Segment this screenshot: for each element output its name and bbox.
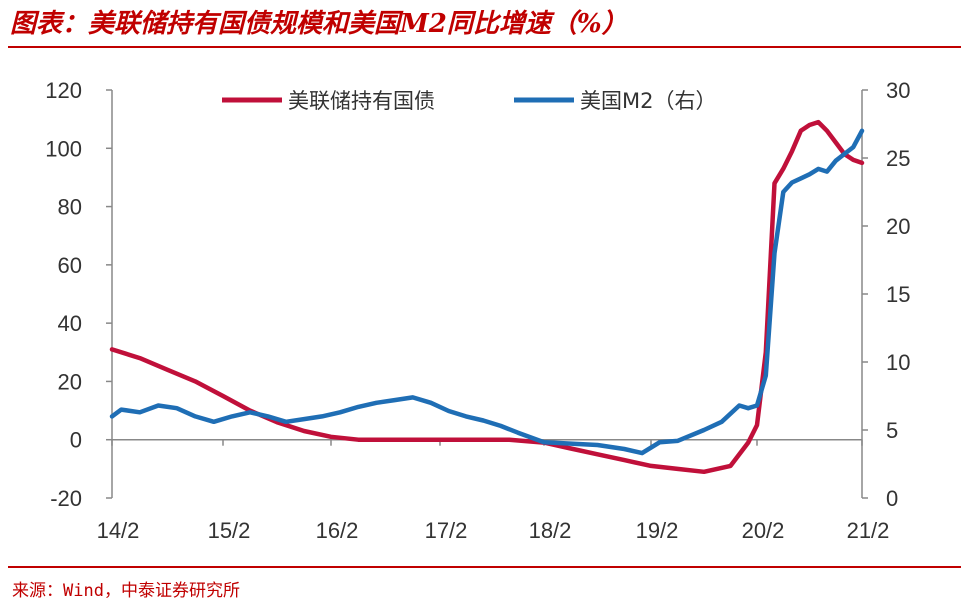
right-tick-label: 15	[886, 282, 910, 307]
right-tick-label: 20	[886, 214, 910, 239]
source-note: 来源：Wind，中泰证券研究所	[12, 581, 240, 601]
left-tick-label: 60	[58, 253, 82, 278]
left-tick-label: 0	[70, 428, 82, 453]
x-tick-label: 19/2	[636, 518, 679, 543]
x-tick-label: 18/2	[529, 518, 572, 543]
chart-title: 图表：美联储持有国债规模和美国M2同比增速（%）	[10, 9, 628, 39]
left-tick-label: 100	[45, 136, 82, 161]
left-tick-label: -20	[50, 486, 82, 511]
x-tick-label: 21/2	[847, 518, 890, 543]
x-tick-label: 20/2	[742, 518, 785, 543]
left-tick-label: 80	[58, 195, 82, 220]
footer-divider	[8, 566, 961, 568]
series-line-us-m2	[109, 128, 865, 456]
x-tick-label: 15/2	[208, 518, 251, 543]
x-tick-label: 16/2	[316, 518, 359, 543]
title-divider	[8, 46, 961, 48]
right-tick-label: 0	[886, 486, 898, 511]
legend-label: 美联储持有国债	[288, 89, 435, 113]
left-tick-label: 120	[45, 78, 82, 103]
right-tick-label: 5	[886, 418, 898, 443]
legend-label: 美国M2（右）	[580, 89, 716, 113]
series-line-fed-treasuries	[109, 119, 865, 475]
right-tick-label: 10	[886, 350, 910, 375]
x-tick-label: 17/2	[425, 518, 468, 543]
series-group	[109, 119, 865, 475]
legend: 美联储持有国债 美国M2（右）	[222, 89, 716, 113]
axes-group: -20 0 20 40 60 80 100 120 0 5 10 15 20 25 30 14/2 15/2 16…	[45, 78, 910, 543]
left-tick-label: 20	[58, 369, 82, 394]
x-tick-label: 14/2	[97, 518, 140, 543]
right-tick-label: 30	[886, 78, 910, 103]
right-tick-label: 25	[886, 146, 910, 171]
left-tick-label: 40	[58, 311, 82, 336]
